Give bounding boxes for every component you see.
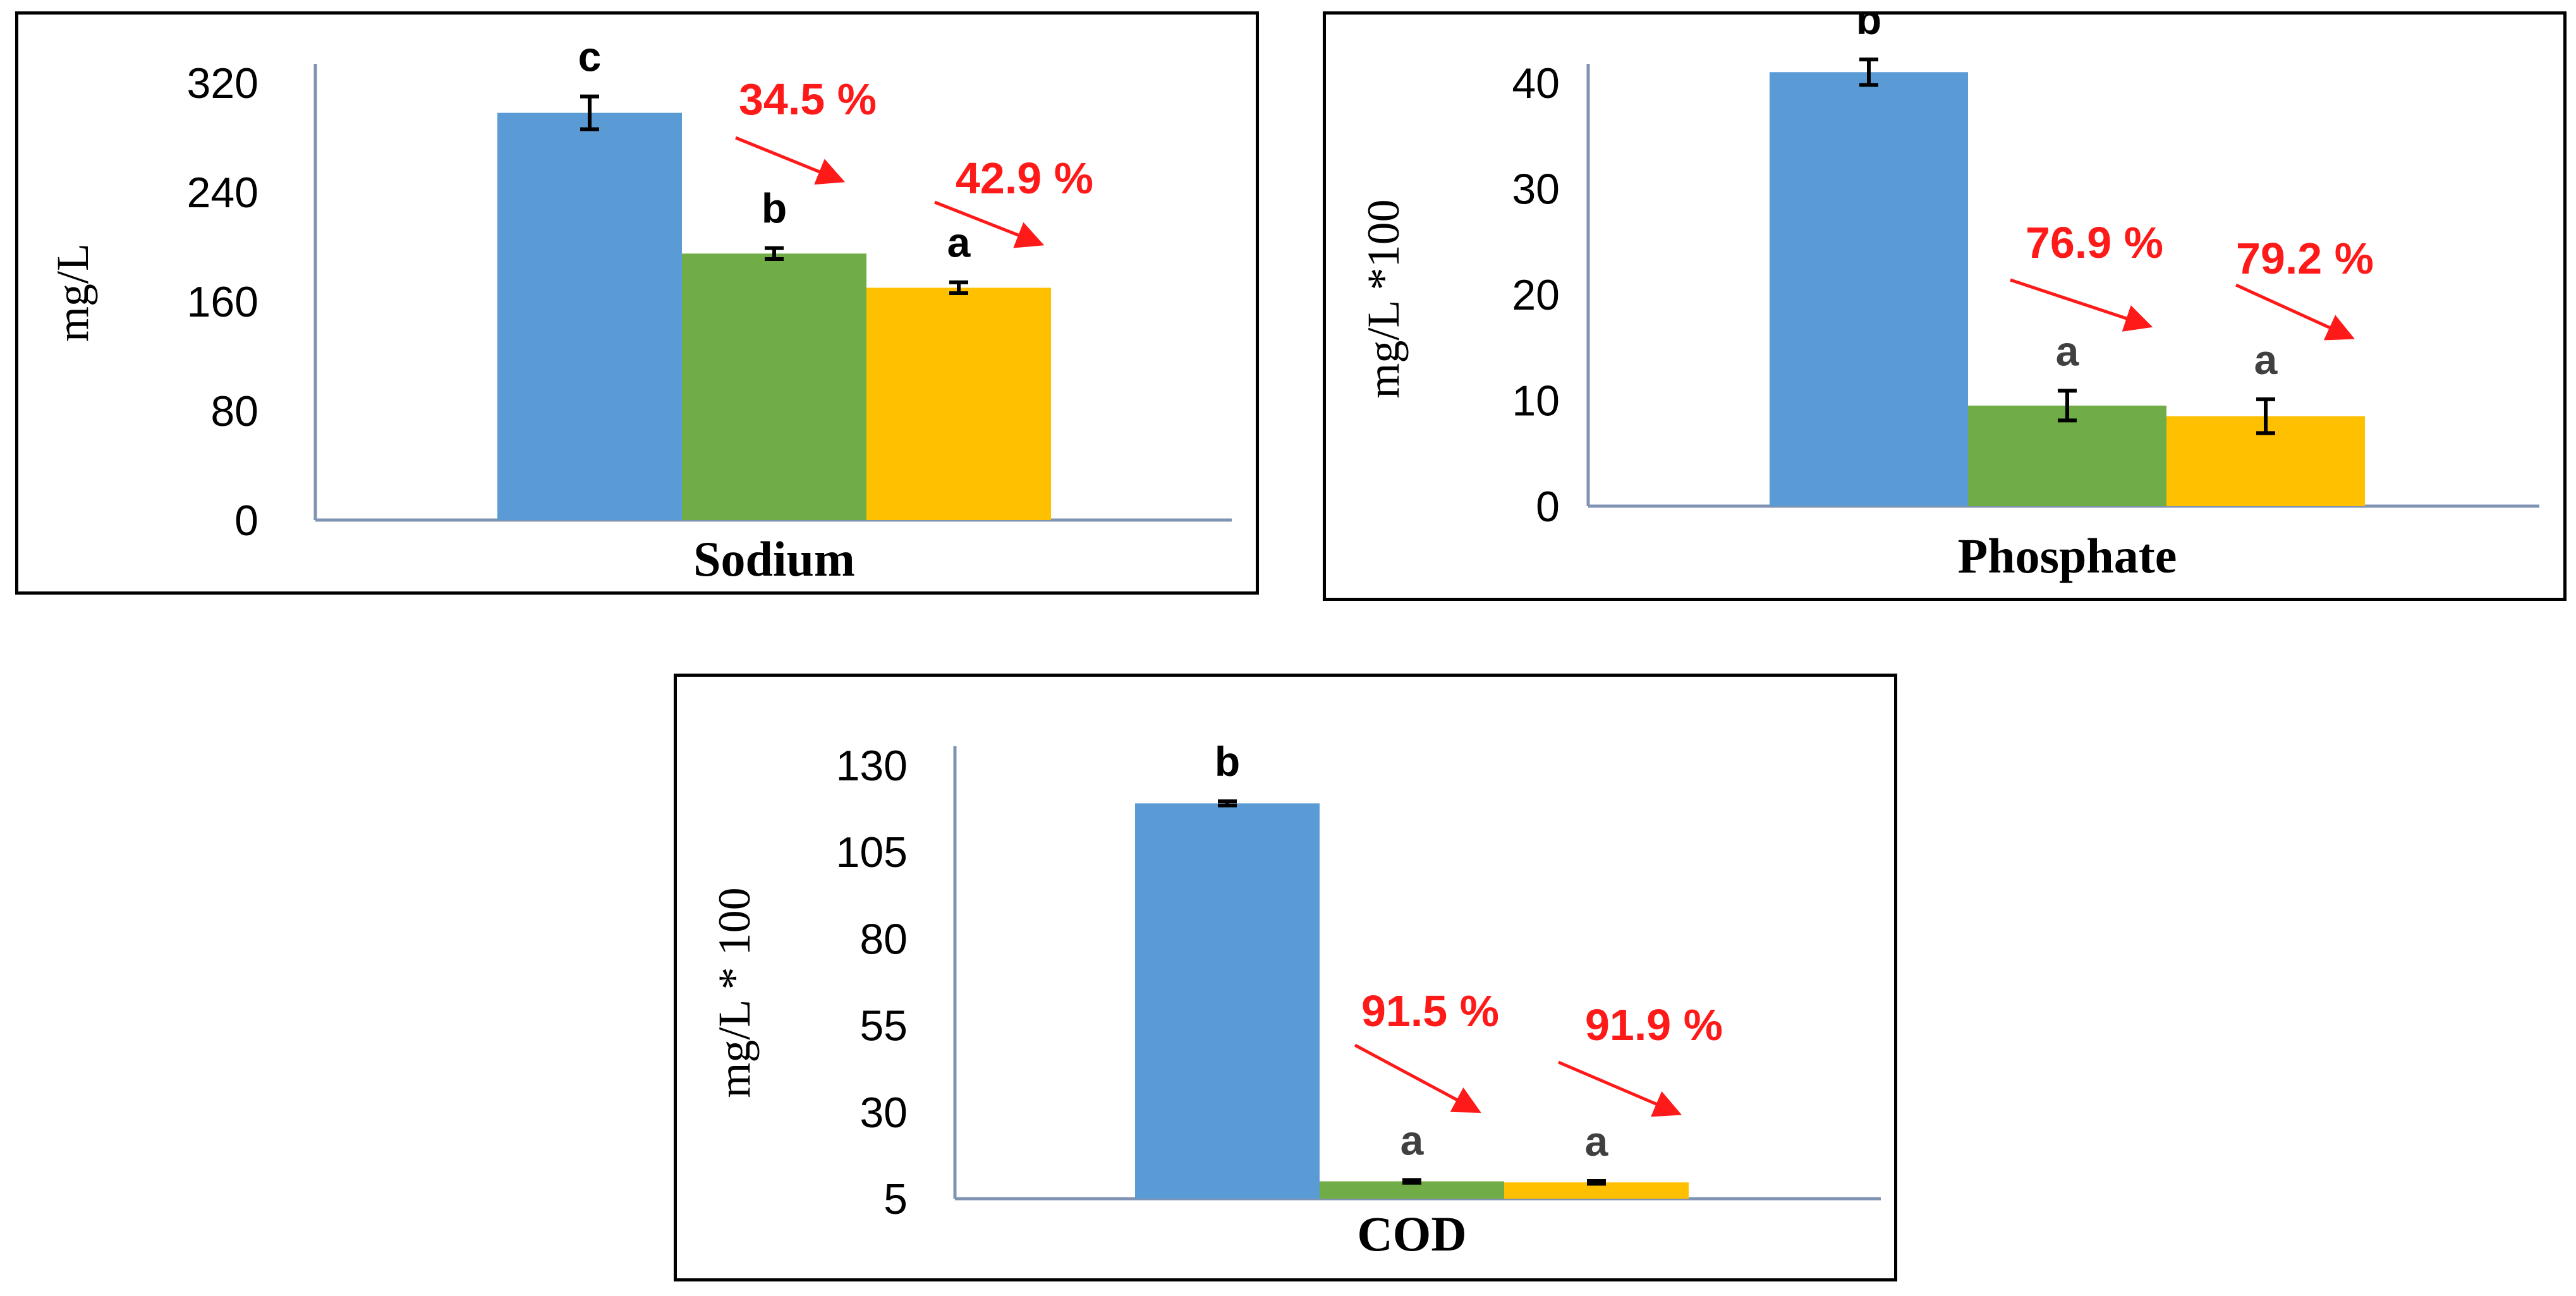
significance-letter: a bbox=[2056, 327, 2080, 374]
y-tick-label: 20 bbox=[1512, 271, 1560, 319]
significance-letter: b bbox=[1856, 15, 1881, 43]
y-tick-label: 30 bbox=[860, 1089, 908, 1137]
phosphate-chart-panel: 0 10 20 30 40 mg/L *100 Phosphate b a a 76.9 % 79.2… bbox=[1323, 11, 2567, 601]
reduction-arrow bbox=[934, 200, 1045, 248]
significance-letter: a bbox=[947, 219, 971, 266]
error-bar bbox=[2058, 389, 2077, 423]
reduction-label: 42.9 % bbox=[956, 154, 1093, 203]
x-axis-label: Sodium bbox=[693, 531, 855, 586]
significance-letter: a bbox=[2254, 336, 2278, 383]
y-axis-label: mg/L *100 bbox=[1358, 199, 1409, 398]
y-tick-label: 160 bbox=[187, 278, 258, 326]
error-bar bbox=[1218, 799, 1237, 808]
y-tick-label: 0 bbox=[1536, 483, 1560, 531]
y-tick-label: 80 bbox=[210, 387, 258, 435]
y-tick-label: 105 bbox=[836, 828, 908, 876]
error-bar bbox=[1859, 58, 1878, 87]
phosphate-chart: 0 10 20 30 40 mg/L *100 Phosphate b a a 76.9 % 79.2… bbox=[1358, 15, 2539, 583]
reduction-arrow bbox=[1354, 1043, 1481, 1113]
y-tick-label: 10 bbox=[1512, 377, 1560, 425]
y-tick-label: 320 bbox=[187, 59, 258, 107]
y-tick-label: 40 bbox=[1512, 59, 1560, 107]
y-tick-label: 240 bbox=[187, 169, 258, 217]
bar-series-2 bbox=[682, 253, 866, 520]
error-bar bbox=[1402, 1178, 1421, 1185]
reduction-arrow bbox=[2010, 278, 2153, 332]
sodium-chart: 0 80 160 240 320 mg/L Sodium c b a 34.5 % 42.9 % bbox=[47, 33, 1232, 586]
reduction-label: 91.5 % bbox=[1361, 986, 1499, 1036]
significance-letter: a bbox=[1585, 1118, 1609, 1165]
reduction-label: 79.2 % bbox=[2236, 234, 2374, 283]
y-tick-label: 0 bbox=[234, 497, 258, 545]
reduction-label: 91.9 % bbox=[1585, 1000, 1723, 1050]
cod-chart: 5 30 55 80 105 130 mg/L * 100 COD b a a 91.5 % 91.9 … bbox=[709, 738, 1881, 1261]
y-tick-label: 5 bbox=[884, 1175, 908, 1223]
significance-letter: b bbox=[762, 185, 787, 232]
bar-series-2 bbox=[1968, 405, 2166, 506]
error-bar bbox=[765, 246, 784, 261]
cod-chart-panel: 5 30 55 80 105 130 mg/L * 100 COD b a a 91.5 % 91.9 … bbox=[674, 674, 1897, 1281]
bar-series-3 bbox=[866, 288, 1051, 520]
y-tick-label: 130 bbox=[836, 742, 908, 790]
x-axis-label: Phosphate bbox=[1958, 528, 2177, 583]
bar-series-1 bbox=[1135, 803, 1320, 1199]
bar-series-1 bbox=[1770, 72, 1968, 506]
x-axis-label: COD bbox=[1357, 1206, 1466, 1261]
reduction-label: 76.9 % bbox=[2026, 218, 2163, 267]
y-tick-label: 80 bbox=[860, 915, 908, 963]
y-axis-label: mg/L * 100 bbox=[709, 887, 760, 1098]
y-axis-label: mg/L bbox=[47, 243, 98, 342]
y-tick-label: 30 bbox=[1512, 166, 1560, 214]
reduction-arrow bbox=[1558, 1060, 1682, 1117]
bar-series-1 bbox=[497, 112, 682, 520]
significance-letter: c bbox=[578, 33, 602, 80]
reduction-label: 34.5 % bbox=[739, 75, 877, 124]
reduction-arrow bbox=[735, 136, 846, 185]
reduction-arrow bbox=[2235, 283, 2355, 341]
y-tick-label: 55 bbox=[860, 1002, 908, 1050]
error-bar bbox=[949, 280, 968, 296]
significance-letter: a bbox=[1400, 1117, 1425, 1163]
error-bar bbox=[1587, 1179, 1606, 1186]
error-bar bbox=[2256, 397, 2275, 435]
sodium-chart-panel: 0 80 160 240 320 mg/L Sodium c b a 34.5 % 42.9 % bbox=[15, 11, 1259, 595]
error-bar bbox=[580, 94, 599, 131]
significance-letter: b bbox=[1215, 738, 1240, 785]
